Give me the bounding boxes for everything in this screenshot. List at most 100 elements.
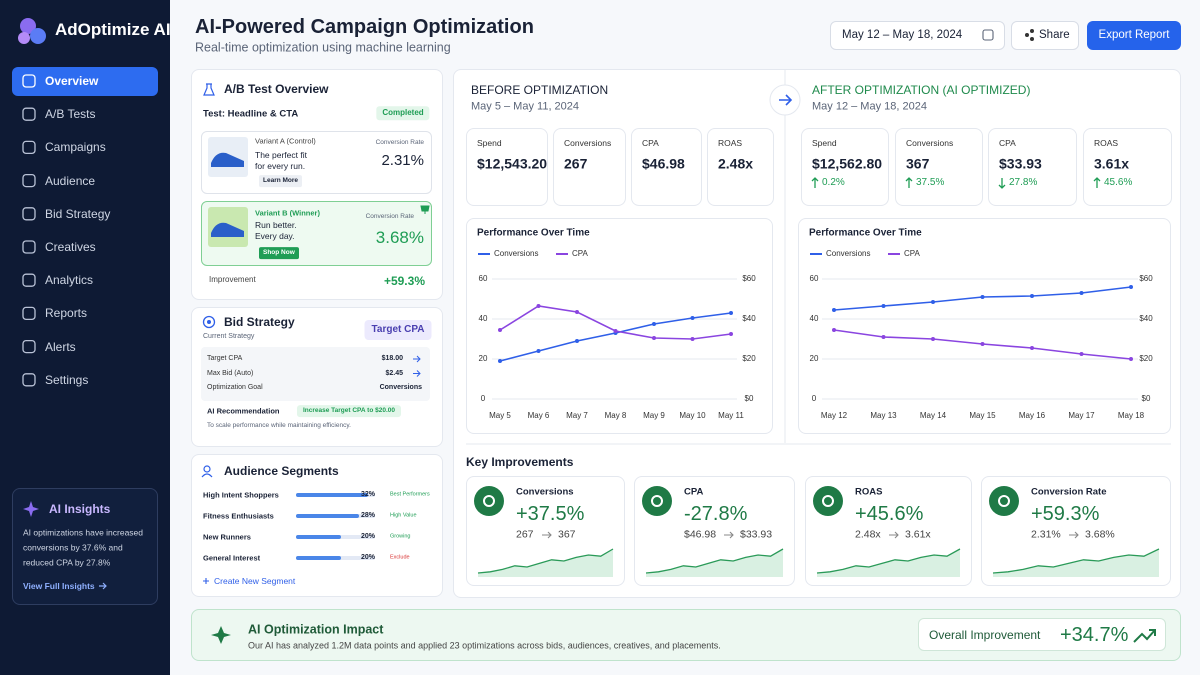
metric-card [895,128,983,206]
metric-label: Conversions [564,137,612,148]
variant-cta: Learn More [259,175,303,187]
test-name: Test: Headline & CTA [203,108,299,120]
metric-label: CPA [642,137,659,148]
strategy-panel [201,347,430,401]
metric-label: Conversions [906,137,954,148]
variant-copy: Run better. Every day. [255,220,297,241]
nav-item[interactable]: Campaigns [45,140,106,155]
section-title: Key Improvements [466,454,574,469]
segment-share: 32% [360,490,375,498]
variant-metric: 3.68% [375,227,424,247]
metric-change: 27.8% [1009,177,1038,188]
variant-name: Variant A (Control) [255,136,316,146]
date-picker[interactable] [830,21,1005,50]
recommendation: Increase Target CPA to $20.00 [296,405,402,417]
export-button[interactable] [1087,21,1181,50]
metric-value: $12,562.80 [812,155,883,172]
page-subtitle: Real-time optimization using machine lea… [195,40,451,55]
metric-card [988,128,1077,206]
improvement-to: 3.68% [1085,528,1115,541]
segment-share: 20% [360,553,375,561]
segment-name: General Interest [203,553,261,563]
segment-tag: Growing [390,533,411,540]
improvement-change: -27.8% [684,503,748,525]
metric-change: 45.6% [1104,177,1133,188]
improvement-from: 267 [516,528,534,541]
metric-card [466,128,548,206]
variant-cta: Shop Now [259,247,299,259]
insights-link[interactable]: View Full Insights [23,580,95,591]
improvement-label: Conversion Rate [1031,486,1107,498]
page-title: AI-Powered Campaign Optimization [195,16,534,38]
nav-item[interactable]: Bid Strategy [45,206,111,221]
period-dates: May 12 – May 18, 2024 [812,100,927,113]
metric-label: CPA [999,137,1016,148]
metric-card [631,128,702,206]
metric-value: 3.61x [1094,155,1130,172]
nav-item[interactable]: Settings [45,372,89,387]
card-title: A/B Test Overview [224,81,329,96]
variant-copy: The perfect fit for every run. [255,150,307,171]
metric-change: 37.5% [916,177,945,188]
nav-item[interactable]: Overview [45,73,99,88]
metric-card [801,128,889,206]
overall-value: +34.7% [1060,623,1129,646]
date-range: May 12 – May 18, 2024 [842,28,963,41]
share-button[interactable] [1011,21,1079,50]
improvement-to: $33.93 [740,528,773,541]
create-segment[interactable]: Create New Segment [214,575,296,586]
metric-label: Spend [477,137,502,148]
overall-box [918,618,1166,651]
export-label[interactable]: Export Report [1098,28,1170,41]
strategy-value: Conversions [379,383,422,391]
strategy-badge: Target CPA [364,320,432,340]
nav-item[interactable]: A/B Tests [45,106,96,121]
improvement-change: +37.5% [516,503,585,525]
brand-name: AdOptimize AI [55,19,171,39]
metric-change: 0.2% [822,177,845,188]
nav-item[interactable]: Audience [45,173,96,188]
segment-tag: Exclude [390,554,410,561]
nav-item[interactable]: Creatives [45,239,96,254]
period-heading: BEFORE OPTIMIZATION [471,82,609,97]
strategy-value: $18.00 [381,354,403,362]
segment-share: 28% [360,511,375,519]
segment-name: High Intent Shoppers [203,490,279,500]
strategy-label: Target CPA [207,354,243,362]
nav-item[interactable]: Alerts [45,339,76,354]
metric-card [1083,128,1172,206]
nav-item[interactable]: Analytics [45,272,94,287]
segment-bar [296,535,342,539]
overall-label: Overall Improvement [929,627,1041,642]
improvement-to: 3.61x [905,528,931,541]
strategy-label: Optimization Goal [207,383,263,391]
improvement-label: CPA [684,486,704,498]
metric-label: ROAS [718,137,743,148]
card-title: Audience Segments [224,463,339,478]
metric-value: 367 [906,155,930,172]
recommendation-label: AI Recommendation [207,406,280,416]
metric-label: Conversion Rate [375,139,424,147]
segment-name: Fitness Enthusiasts [203,511,274,521]
segment-bar [296,556,342,560]
segment-bar [296,493,369,497]
nav-active-bg [12,67,158,96]
metric-label: Conversion Rate [365,213,414,221]
improvement-from: 2.48x [855,528,881,541]
variant-name: Variant B (Winner) [255,208,320,218]
nav-item[interactable]: Reports [45,306,88,321]
insights-title: AI Insights [49,501,111,516]
share-label[interactable]: Share [1039,28,1070,41]
improvement-change: +59.3% [1031,503,1100,525]
period-dates: May 5 – May 11, 2024 [471,100,580,113]
strategy-label: Max Bid (Auto) [207,369,254,377]
audience-card [191,454,443,597]
card-subtitle: Current Strategy [203,332,255,340]
insights-text: AI optimizations have increased conversi… [23,527,144,568]
segment-bar [296,514,360,518]
metric-label: Spend [812,137,837,148]
metric-value: $33.93 [999,155,1042,172]
impact-text: Our AI has analyzed 1.2M data points and… [248,640,721,651]
metric-card [553,128,626,206]
improvement-from: $46.98 [684,528,717,541]
